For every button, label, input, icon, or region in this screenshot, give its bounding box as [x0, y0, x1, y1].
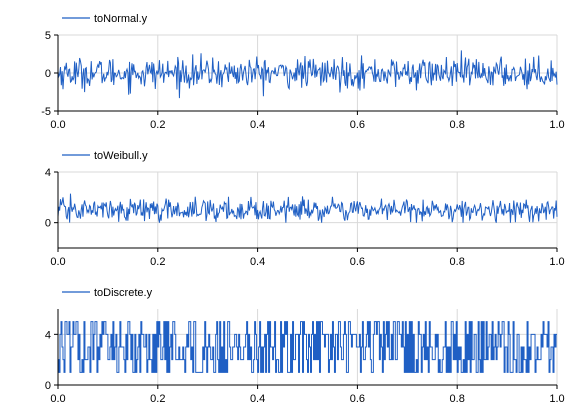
x-tick-label: 0.4: [250, 256, 265, 268]
series-line: [57, 193, 558, 223]
x-tick-label: 1.0: [549, 119, 564, 131]
x-tick-label: 0.2: [150, 393, 165, 405]
legend-entry: toDiscrete.y: [94, 287, 153, 299]
plot-panel-1: 0.0 0.2 0.4 0.6 0.8 1.0 5 0 -5 toNormal.y: [41, 13, 564, 131]
plot-panel-2: 0.0 0.2 0.4 0.6 0.8 1.0 4 0 toWeibull.y: [45, 150, 565, 268]
x-tick-label: 0.2: [150, 119, 165, 131]
x-tick-label: 0.4: [250, 393, 265, 405]
y-tick-label: 4: [45, 329, 51, 341]
x-tick-label: 0.8: [450, 119, 465, 131]
x-tick-label: 0.6: [350, 393, 365, 405]
x-tick-label: 0.6: [350, 256, 365, 268]
x-tick-label: 0.8: [450, 256, 465, 268]
x-tick-label: 0.0: [50, 256, 65, 268]
y-tick-label: -5: [41, 106, 51, 118]
series-line: [57, 50, 558, 99]
legend-entry: toNormal.y: [94, 13, 148, 25]
plot-panel-3: 0.0 0.2 0.4 0.6 0.8 1.0 4 0 toDiscrete.y: [45, 287, 565, 405]
x-tick-label: 0.0: [50, 393, 65, 405]
x-tick-label: 0.0: [50, 119, 65, 131]
x-tick-label: 0.8: [450, 393, 465, 405]
y-tick-label: 0: [45, 380, 51, 392]
x-tick-label: 0.2: [150, 256, 165, 268]
y-tick-label: 0: [45, 68, 51, 80]
x-tick-label: 1.0: [549, 393, 564, 405]
x-tick-label: 0.4: [250, 119, 265, 131]
y-tick-label: 5: [45, 30, 51, 42]
y-tick-label: 4: [45, 167, 51, 179]
y-tick-label: 0: [45, 218, 51, 230]
x-tick-label: 0.6: [350, 119, 365, 131]
legend-entry: toWeibull.y: [94, 150, 148, 162]
x-tick-label: 1.0: [549, 256, 564, 268]
series-line: [58, 321, 557, 373]
